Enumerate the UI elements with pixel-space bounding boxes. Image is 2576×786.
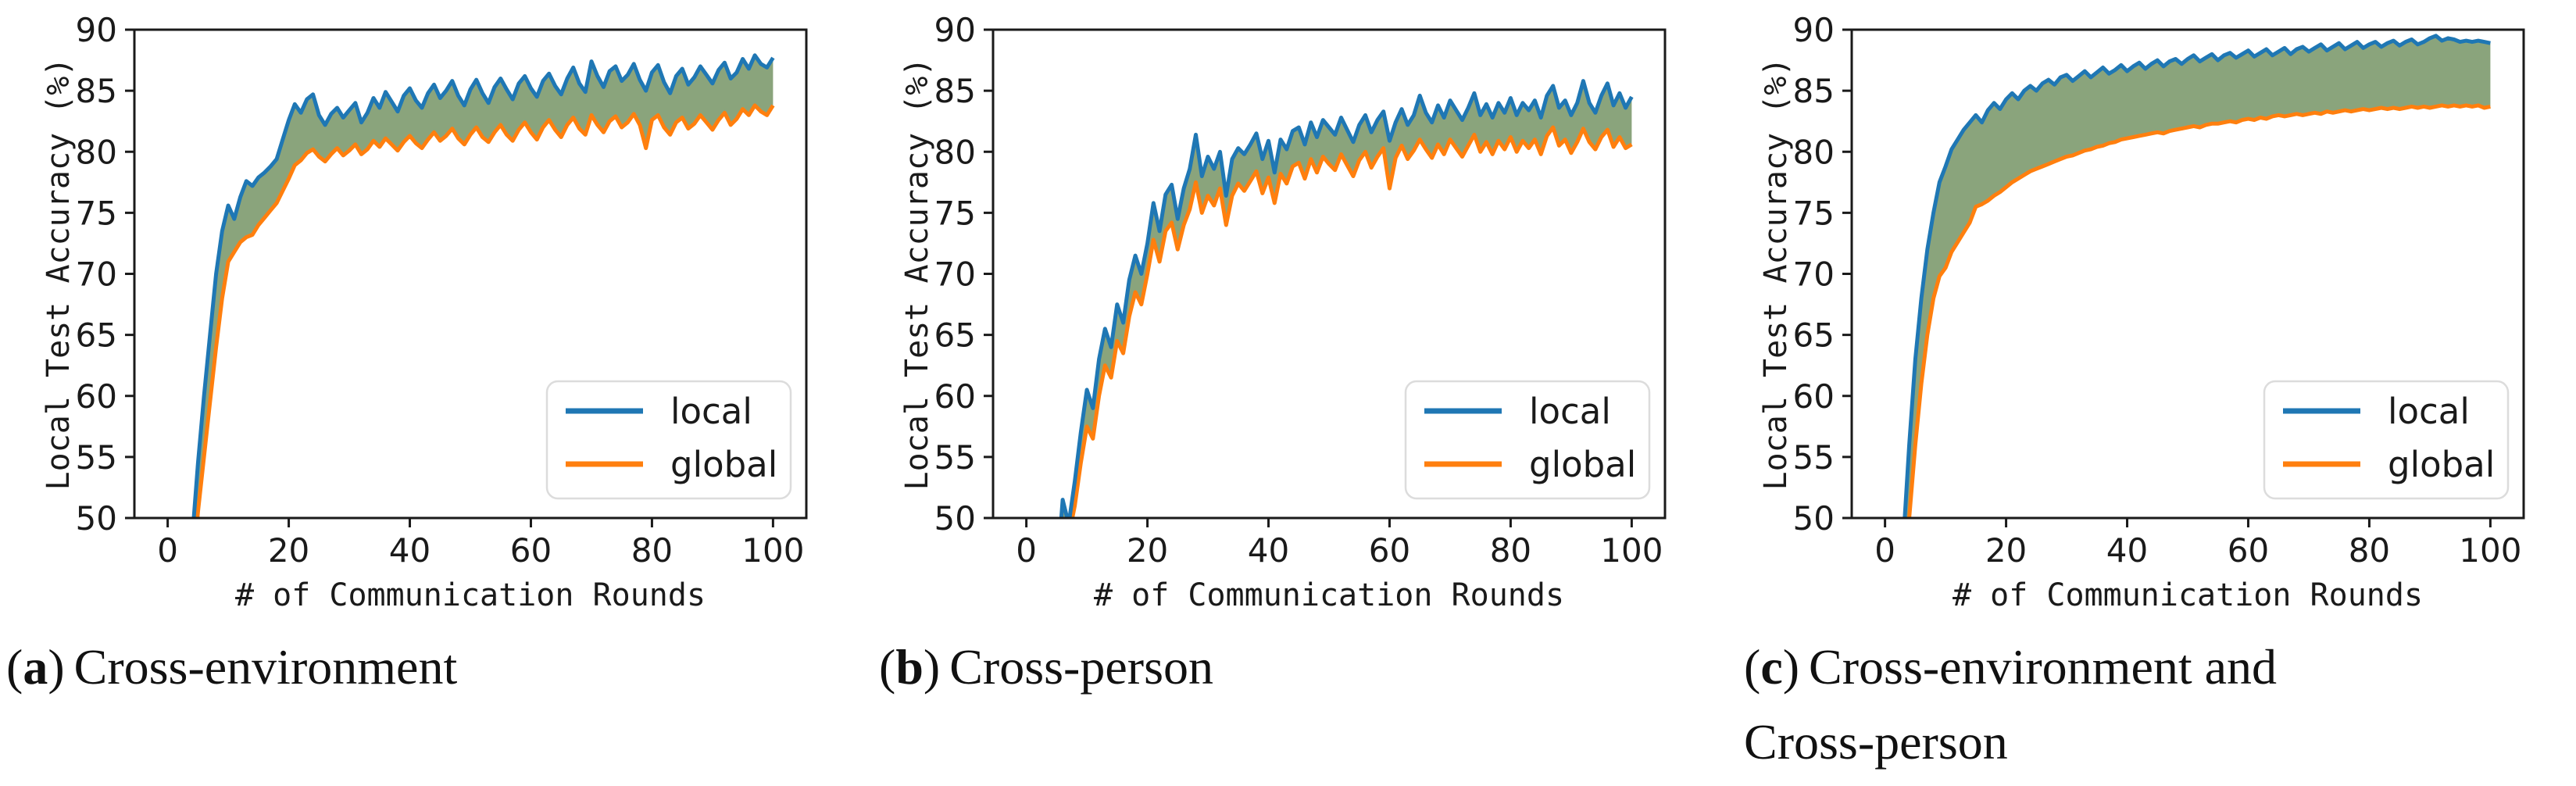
local-line [1059, 79, 1634, 518]
x-tick-label: 0 [157, 531, 178, 570]
legend-global-label: global [1529, 444, 1636, 485]
y-tick-label: 60 [76, 377, 117, 416]
y-tick-label: 55 [934, 438, 976, 477]
y-tick-label: 85 [76, 72, 117, 110]
global-line [1070, 125, 1633, 518]
x-axis-label: # of Communication Rounds [1953, 577, 2423, 613]
y-tick-label: 55 [76, 438, 117, 477]
y-axis-label: Local Test Accuracy (%) [1758, 58, 1794, 491]
x-tick-label: 40 [2106, 531, 2148, 570]
x-tick-label: 100 [1600, 531, 1663, 570]
y-axis-label: Local Test Accuracy (%) [41, 58, 77, 491]
band-area [194, 55, 774, 518]
x-axis: 0 20 40 60 80 100 [157, 518, 804, 570]
x-axis-label: # of Communication Rounds [235, 577, 706, 613]
y-tick-label: 80 [76, 133, 117, 171]
x-axis-label: # of Communication Rounds [1094, 577, 1564, 613]
plot-area [1059, 79, 1634, 518]
y-tick-label: 75 [1793, 194, 1835, 232]
y-tick-label: 90 [934, 11, 976, 49]
y-axis: 50 55 60 65 70 75 80 85 90 [76, 11, 134, 538]
y-axis: 50 55 60 65 70 75 80 85 90 [1793, 11, 1852, 538]
global-line [195, 103, 775, 518]
caption-c: cCross-environment and Cross-person [1744, 630, 2291, 780]
legend-global-label: global [2388, 444, 2495, 485]
y-tick-label: 60 [1793, 377, 1835, 416]
x-tick-label: 80 [2349, 531, 2390, 570]
x-tick-label: 20 [1985, 531, 2027, 570]
band-area [1904, 35, 2491, 518]
y-tick-label: 65 [934, 316, 976, 355]
chart-b-canvas: 0 20 40 60 80 100 50 55 60 65 70 75 80 85 90 # of Commu… [899, 11, 1667, 613]
legend-local-label: local [1529, 391, 1611, 432]
x-tick-label: 80 [631, 531, 673, 570]
x-tick-label: 0 [1016, 531, 1037, 570]
subplot-a: 0 20 40 60 80 100 50 55 60 65 70 75 80 85 90 # of Commu… [0, 0, 859, 786]
caption-b: bCross-person [879, 630, 1660, 705]
caption-c-text: Cross-environment and Cross-person [1744, 639, 2278, 770]
y-tick-label: 85 [1793, 72, 1835, 110]
caption-b-label: b [879, 639, 940, 695]
y-tick-label: 90 [76, 11, 117, 49]
y-tick-label: 75 [76, 194, 117, 232]
plot-area [191, 53, 775, 518]
y-tick-label: 50 [1793, 499, 1835, 538]
plot-area [1903, 34, 2491, 518]
x-tick-label: 100 [2459, 531, 2521, 570]
x-tick-label: 60 [2228, 531, 2269, 570]
band-area [1061, 80, 1632, 518]
y-tick-label: 75 [934, 194, 976, 232]
caption-a-label: a [6, 639, 65, 695]
local-line [1903, 34, 2491, 518]
y-tick-label: 90 [1793, 11, 1835, 49]
x-tick-label: 100 [741, 531, 804, 570]
x-axis: 0 20 40 60 80 100 [1874, 518, 2521, 570]
x-axis: 0 20 40 60 80 100 [1016, 518, 1663, 570]
legend-global-label: global [670, 444, 777, 485]
subplot-c: 0 20 40 60 80 100 50 55 60 65 70 75 80 85 90 # of Commu… [1717, 0, 2576, 786]
local-line [191, 53, 775, 518]
y-tick-label: 55 [1793, 438, 1835, 477]
y-axis-label: Local Test Accuracy (%) [899, 58, 935, 491]
chart-c-canvas: 0 20 40 60 80 100 50 55 60 65 70 75 80 85 90 # of Commu… [1758, 11, 2525, 613]
y-tick-label: 60 [934, 377, 976, 416]
caption-c-label: c [1744, 639, 1799, 695]
y-tick-label: 50 [76, 499, 117, 538]
chart-a-canvas: 0 20 40 60 80 100 50 55 60 65 70 75 80 85 90 # of Commu… [41, 11, 808, 613]
x-tick-label: 20 [268, 531, 309, 570]
y-tick-label: 70 [934, 255, 976, 294]
y-tick-label: 80 [934, 133, 976, 171]
caption-a-text: Cross-environment [73, 639, 458, 695]
caption-a: aCross-environment [6, 630, 788, 705]
y-tick-label: 70 [1793, 255, 1835, 294]
caption-b-text: Cross-person [949, 639, 1213, 695]
x-tick-label: 0 [1874, 531, 1895, 570]
y-tick-label: 50 [934, 499, 976, 538]
y-tick-label: 80 [1793, 133, 1835, 171]
y-tick-label: 85 [934, 72, 976, 110]
x-tick-label: 60 [510, 531, 552, 570]
y-tick-label: 70 [76, 255, 117, 294]
x-tick-label: 40 [1248, 531, 1289, 570]
x-tick-label: 80 [1490, 531, 1531, 570]
y-tick-label: 65 [1793, 316, 1835, 355]
x-tick-label: 60 [1369, 531, 1410, 570]
subplot-b: 0 20 40 60 80 100 50 55 60 65 70 75 80 85 90 # of Commu… [859, 0, 1717, 786]
global-line [1907, 103, 2491, 518]
x-tick-label: 20 [1127, 531, 1168, 570]
legend: local global [1404, 380, 1651, 500]
y-tick-label: 65 [76, 316, 117, 355]
y-axis: 50 55 60 65 70 75 80 85 90 [934, 11, 993, 538]
legend-local-label: local [670, 391, 752, 432]
x-tick-label: 40 [389, 531, 431, 570]
legend-local-label: local [2388, 391, 2470, 432]
legend: local global [2263, 380, 2510, 500]
legend: local global [545, 380, 792, 500]
